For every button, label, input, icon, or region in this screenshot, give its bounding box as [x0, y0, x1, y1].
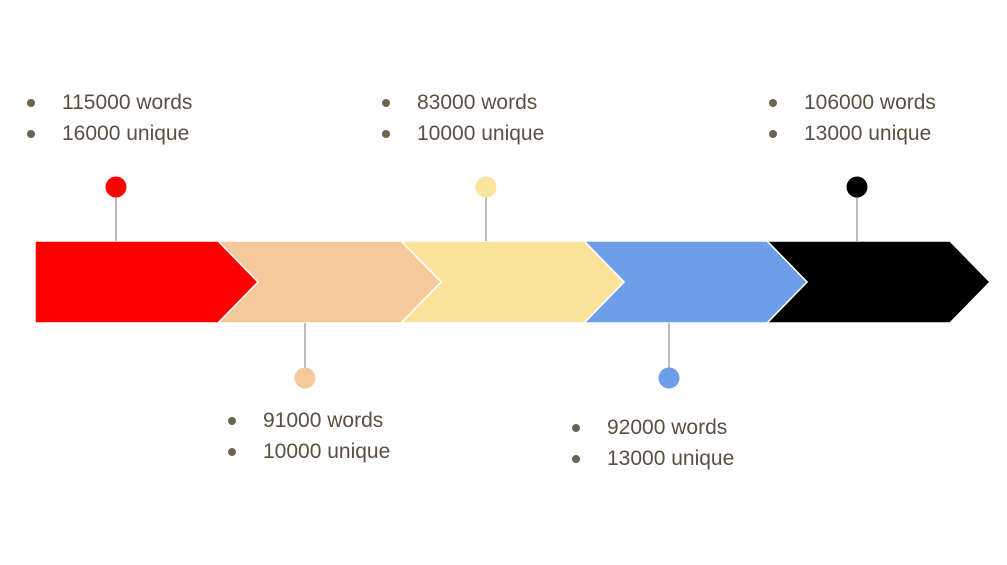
- bullet-icon: [572, 455, 580, 463]
- stage-5-words-text: 106000 words: [804, 91, 936, 114]
- stage-3-dot: [475, 176, 497, 198]
- bullet-icon: [382, 130, 390, 138]
- stage-3-words-text: 83000 words: [417, 91, 538, 114]
- stage-1-callout: 115000 words 16000 unique: [24, 87, 192, 149]
- stage-5-callout: 106000 words 13000 unique: [766, 87, 936, 149]
- bullet-icon: [27, 130, 35, 138]
- stage-4-words: 92000 words: [569, 412, 734, 443]
- stage-3-unique-text: 10000 unique: [417, 122, 545, 145]
- stage-2-dot: [294, 367, 316, 389]
- bullet-icon: [769, 130, 777, 138]
- bullet-icon: [769, 99, 777, 107]
- stage-4-dot: [658, 367, 680, 389]
- timeline-arrow: [34, 240, 992, 324]
- stage-4-words-text: 92000 words: [607, 416, 728, 439]
- stage-2-words: 91000 words: [225, 405, 390, 436]
- stage-4-callout: 92000 words 13000 unique: [569, 412, 734, 474]
- stage-5-unique-text: 13000 unique: [804, 122, 932, 145]
- stage-4-unique-text: 13000 unique: [607, 447, 735, 470]
- bullet-icon: [228, 417, 236, 425]
- stage-5-unique: 13000 unique: [766, 118, 936, 149]
- timeline-markers: [105, 176, 868, 389]
- stage-1-words: 115000 words: [24, 87, 192, 118]
- stage-2-words-text: 91000 words: [263, 409, 384, 432]
- stage-5-dot: [846, 176, 868, 198]
- stage-3-unique: 10000 unique: [379, 118, 544, 149]
- stage-1-dot: [105, 176, 127, 198]
- stage-4-unique: 13000 unique: [569, 443, 734, 474]
- bullet-icon: [228, 448, 236, 456]
- stage-2-unique: 10000 unique: [225, 436, 390, 467]
- stage-1-words-text: 115000 words: [62, 91, 193, 114]
- bullet-icon: [572, 424, 580, 432]
- stage-3-callout: 83000 words 10000 unique: [379, 87, 544, 149]
- stage-1-unique: 16000 unique: [24, 118, 192, 149]
- stage-5-words: 106000 words: [766, 87, 936, 118]
- bullet-icon: [27, 99, 35, 107]
- stage-2-unique-text: 10000 unique: [263, 440, 391, 463]
- stage-2-callout: 91000 words 10000 unique: [225, 405, 390, 467]
- stage-1-unique-text: 16000 unique: [62, 122, 190, 145]
- bullet-icon: [382, 99, 390, 107]
- stage-3-words: 83000 words: [379, 87, 544, 118]
- timeline-segment-1: [34, 240, 260, 324]
